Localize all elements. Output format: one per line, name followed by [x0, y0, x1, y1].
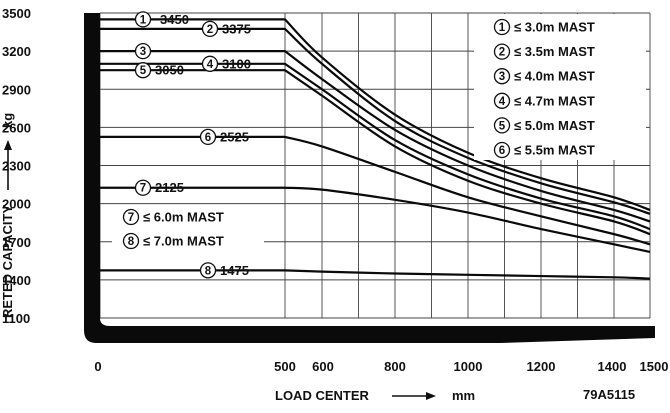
y-axis-arrow: [4, 140, 12, 190]
curve-value-2: 3375: [222, 21, 251, 36]
x-tick-label: 1400: [598, 359, 627, 374]
capacity-curves: [100, 18, 651, 280]
series-line-4: [100, 62, 651, 231]
svg-text:4: 4: [499, 96, 506, 108]
legend-marker-6: 6: [493, 141, 511, 159]
y-tick-label: 1700: [2, 235, 31, 250]
curve-value-6: 2525: [220, 129, 249, 144]
series-line-6: [100, 135, 651, 246]
curve-marker-6: 6: [199, 128, 217, 146]
x-tick-label: 500: [274, 359, 296, 374]
legend-entry-8: ≤ 7.0m MAST: [143, 234, 224, 249]
curve-labels: 1 3450 2 3375 3 4 3100 5 3050 6 2525 7 2125 8 1475: [134, 11, 251, 279]
y-tick-label: 2600: [2, 120, 31, 135]
series-line-2: [100, 27, 651, 215]
svg-text:7: 7: [140, 183, 146, 195]
curve-value-7: 2125: [155, 180, 184, 195]
series-line-1: [100, 18, 651, 212]
legend-entry-6: ≤ 5.5m MAST: [514, 143, 595, 158]
curve-value-4: 3100: [222, 56, 251, 71]
legend-entry-2: ≤ 3.5m MAST: [514, 44, 595, 59]
y-tick-label: 2300: [2, 159, 31, 174]
svg-text:3: 3: [140, 46, 146, 58]
series-line-3: [100, 50, 651, 223]
curve-marker-8: 8: [199, 262, 217, 279]
svg-text:5: 5: [140, 65, 147, 77]
svg-text:1: 1: [140, 14, 147, 26]
legend-background: [474, 14, 646, 160]
y-tick-label: 2000: [2, 197, 31, 212]
svg-text:2: 2: [207, 24, 213, 36]
curve-value-1: 3450: [160, 12, 189, 27]
x-tick-label: 1200: [527, 359, 556, 374]
y-tick-label: 1400: [2, 273, 31, 288]
y-tick-label: 1100: [2, 311, 30, 326]
svg-text:6: 6: [499, 145, 505, 157]
legend-marker-5: 5: [493, 117, 511, 134]
curve-marker-7: 7: [134, 179, 152, 196]
series-line-5: [100, 69, 651, 236]
series-line-7: [100, 186, 651, 253]
svg-text:1: 1: [499, 22, 506, 34]
curve-value-8: 1475: [220, 263, 249, 278]
curve-value-5: 3050: [155, 63, 184, 78]
legend-entry-5: ≤ 5.0m MAST: [514, 118, 595, 133]
legend-marker-4: 4: [493, 92, 511, 109]
legend-entry-1: ≤ 3.0m MAST: [514, 20, 595, 35]
y-tick-label: 3500: [2, 6, 31, 21]
svg-text:3: 3: [499, 71, 505, 83]
y-axis-unit: kg: [0, 113, 15, 128]
x-axis-arrow: [392, 392, 436, 400]
legend-marker-3: 3: [493, 68, 511, 85]
legend: 1 ≤ 3.0m MAST 2 ≤ 3.5m MAST 3 ≤ 4.0m MAST 4 ≤ 4…: [112, 14, 646, 253]
x-tick-label: 800: [384, 359, 406, 374]
y-tick-label: 3200: [2, 44, 31, 59]
y-tick-label: 2900: [2, 82, 31, 97]
legend-marker-2: 2: [493, 43, 511, 60]
legend-marker-7: 7: [122, 208, 140, 226]
x-tick-label: 600: [312, 359, 334, 374]
svg-text:4: 4: [207, 59, 214, 71]
x-tick-label: 0: [94, 359, 101, 374]
svg-text:6: 6: [205, 132, 211, 144]
legend-entry-3: ≤ 4.0m MAST: [514, 69, 595, 84]
chart-code: 79A5115: [583, 387, 635, 402]
curve-marker-2: 2: [201, 20, 219, 38]
legend-marker-1: 1: [493, 18, 511, 36]
svg-text:5: 5: [499, 120, 506, 132]
y-axis-title: RETED CAPACITY: [0, 205, 15, 318]
series-line-8: [100, 269, 651, 280]
x-axis-unit: mm: [452, 388, 475, 403]
svg-text:8: 8: [128, 236, 135, 248]
svg-text:2: 2: [499, 47, 505, 59]
legend-entry-4: ≤ 4.7m MAST: [514, 93, 595, 108]
x-tick-label: 1000: [454, 359, 483, 374]
svg-text:7: 7: [128, 212, 134, 224]
legend-marker-8: 8: [122, 232, 140, 250]
x-axis-title: LOAD CENTER: [275, 388, 370, 403]
x-tick-label: 1500: [640, 359, 669, 374]
curve-marker-1: 1: [134, 11, 152, 28]
svg-text:8: 8: [205, 265, 212, 277]
legend-entry-7: ≤ 6.0m MAST: [143, 210, 224, 225]
curve-marker-3: 3: [134, 42, 152, 60]
curve-marker-5: 5: [134, 62, 152, 79]
curve-marker-4: 4: [201, 55, 219, 72]
